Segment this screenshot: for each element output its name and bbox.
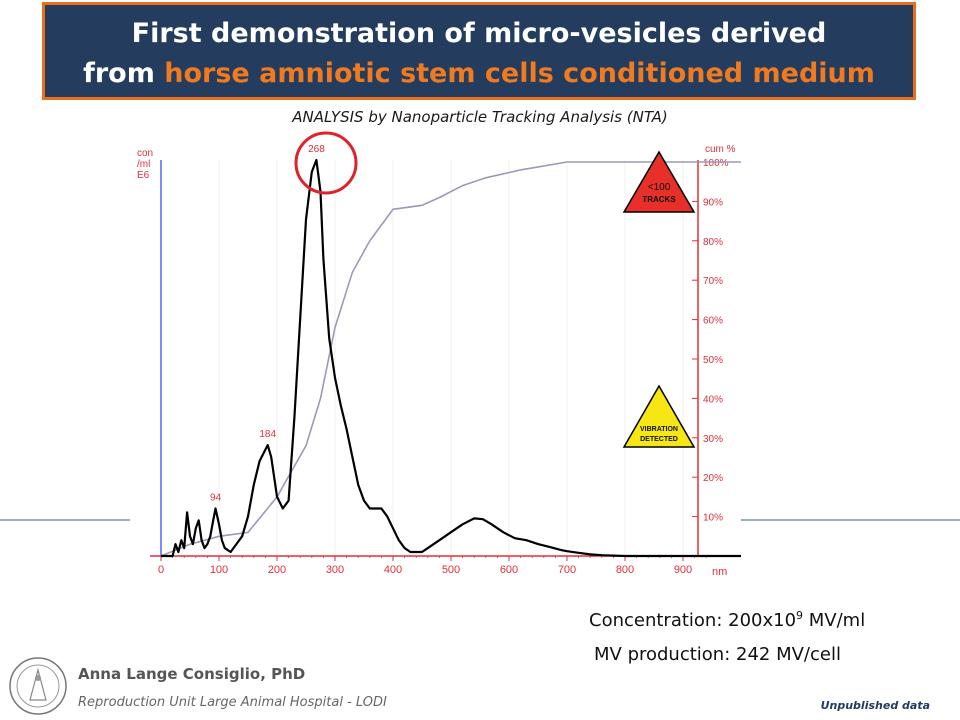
x-tick-label: 100 bbox=[210, 564, 228, 576]
university-seal-logo bbox=[9, 657, 67, 715]
peak-label: 268 bbox=[308, 144, 325, 155]
peak-label: 184 bbox=[259, 429, 276, 440]
y-tick-label: 30% bbox=[703, 434, 723, 445]
left-axis-label-2: /ml bbox=[137, 159, 150, 170]
y-tick-label: 20% bbox=[703, 473, 723, 484]
warning-triangle-yellow bbox=[622, 384, 696, 448]
warning-2-line2: DETECTED bbox=[640, 436, 678, 443]
y-tick-label: 80% bbox=[703, 237, 723, 248]
slide-title-box: First demonstration of micro-vesicles de… bbox=[42, 2, 916, 100]
x-tick-label: 500 bbox=[442, 564, 460, 576]
concentration-unit: MV/ml bbox=[803, 610, 866, 631]
peak-labels: 94 184 268 bbox=[210, 144, 325, 503]
right-axis-label: cum % bbox=[705, 144, 736, 155]
chart-subtitle: ANALYSIS by Nanoparticle Tracking Analys… bbox=[292, 108, 668, 126]
left-axis-label-1: con bbox=[137, 148, 153, 159]
warning-1-line1: <100 bbox=[648, 182, 671, 193]
x-tick-label: 200 bbox=[268, 564, 286, 576]
concentration-label: Concentration: 200x10 bbox=[589, 610, 797, 631]
title-line-2: from horse amniotic stem cells condition… bbox=[45, 54, 913, 94]
series-cumulative-line bbox=[160, 161, 741, 557]
y-tick-label: 50% bbox=[703, 355, 723, 366]
production-stat: MV production: 242 MV/cell bbox=[594, 644, 841, 665]
y-tick-label: 70% bbox=[703, 276, 723, 287]
y-tick-label: 40% bbox=[703, 394, 723, 405]
divider-left bbox=[0, 519, 130, 521]
peak-highlight-circle bbox=[294, 131, 358, 195]
author-affiliation: Reproduction Unit Large Animal Hospital … bbox=[78, 695, 387, 710]
peak-label: 94 bbox=[210, 492, 222, 503]
warning-2-line1: VIBRATION bbox=[640, 426, 678, 433]
series-layer bbox=[160, 158, 741, 558]
concentration-stat: Concentration: 200x109 MV/ml bbox=[589, 609, 865, 631]
warning-triangle-red bbox=[622, 150, 696, 213]
y-tick-label: 10% bbox=[703, 513, 723, 524]
title-line-1: First demonstration of micro-vesicles de… bbox=[131, 18, 827, 49]
warning-low-tracks: <100 TRACKS bbox=[622, 150, 696, 213]
x-tick-label: 300 bbox=[326, 564, 344, 576]
x-tick-label: 0 bbox=[158, 564, 164, 576]
x-tick-label: 900 bbox=[674, 564, 692, 576]
x-axis-label: nm bbox=[712, 566, 727, 578]
x-tick-label: 400 bbox=[384, 564, 402, 576]
series-concentration-line bbox=[161, 158, 741, 558]
chart-grid bbox=[218, 160, 684, 556]
left-axis-label: con /ml E6 bbox=[137, 148, 153, 181]
unpublished-note: Unpublished data bbox=[820, 699, 930, 712]
y-tick-label: 100% bbox=[703, 158, 729, 169]
warning-1-line2: TRACKS bbox=[642, 195, 676, 204]
chart-panel bbox=[131, 140, 741, 580]
title-line-2-prefix: from bbox=[83, 58, 165, 89]
x-tick-label: 600 bbox=[500, 564, 518, 576]
left-axis-label-3: E6 bbox=[137, 170, 150, 181]
warning-vibration: VIBRATION DETECTED bbox=[622, 384, 696, 448]
title-line-2-accent: horse amniotic stem cells conditioned me… bbox=[164, 58, 875, 89]
y-tick-label: 90% bbox=[703, 197, 723, 208]
x-tick-label: 800 bbox=[616, 564, 634, 576]
divider-right bbox=[740, 519, 960, 521]
y-tick-label: 60% bbox=[703, 316, 723, 327]
concentration-exponent: 9 bbox=[796, 609, 804, 622]
author-name: Anna Lange Consiglio, PhD bbox=[78, 665, 306, 683]
x-ticks: 0 100 200 300 400 500 600 700 800 900 bbox=[158, 556, 707, 576]
x-tick-label: 700 bbox=[558, 564, 576, 576]
